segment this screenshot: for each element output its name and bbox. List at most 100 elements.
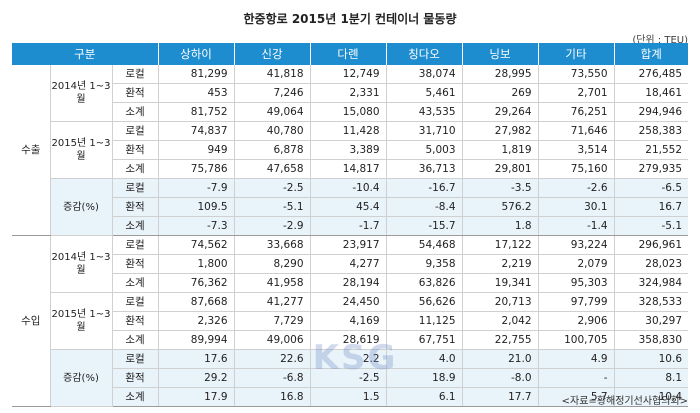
table-header-row: 구분 상하이 신강 다롄 칭다오 닝보 기타 합계: [12, 43, 689, 65]
value-cell: 100,705: [538, 330, 615, 350]
page-title: 한중항로 2015년 1분기 컨테이너 물동량: [243, 12, 457, 26]
value-cell: 279,935: [614, 159, 689, 179]
row-item-label: 소계: [112, 102, 159, 122]
value-cell: 2,331: [310, 83, 387, 103]
value-cell: 258,383: [614, 121, 689, 141]
table-row: 환적 949 6,878 3,389 5,003 1,819 3,514 21,552: [12, 140, 689, 160]
value-cell: 28,023: [614, 254, 689, 274]
value-cell: -8.0: [462, 368, 539, 388]
value-cell: -1.7: [310, 216, 387, 236]
value-cell: 56,626: [386, 292, 463, 312]
table-row: 소계 75,786 47,658 14,817 36,713 29,801 75,160 27…: [12, 159, 689, 179]
value-cell: 10.6: [614, 349, 689, 369]
value-cell: 11,428: [310, 121, 387, 141]
value-cell: 2,042: [462, 311, 539, 331]
row-item-label: 로컬: [112, 292, 159, 312]
value-cell: 16.8: [234, 387, 311, 407]
value-cell: 15,080: [310, 102, 387, 122]
value-cell: -3.5: [462, 178, 539, 198]
table-body: 수출 2014년 1~3월 로컬 81,299 41,818 12,749 38,074 28…: [12, 65, 689, 407]
value-cell: 63,826: [386, 273, 463, 293]
value-cell: 1.8: [462, 216, 539, 236]
value-cell: 4,169: [310, 311, 387, 331]
value-cell: 30.1: [538, 197, 615, 217]
row-item-label: 로컬: [112, 178, 159, 198]
value-cell: 73,550: [538, 65, 615, 84]
value-cell: 8,290: [234, 254, 311, 274]
value-cell: 29.2: [158, 368, 235, 388]
value-cell: 18.9: [386, 368, 463, 388]
value-cell: 269: [462, 83, 539, 103]
value-cell: 9,358: [386, 254, 463, 274]
value-cell: -6.5: [614, 178, 689, 198]
value-cell: 1.5: [310, 387, 387, 407]
unit-label: (단위 : TEU): [632, 35, 688, 46]
value-cell: 76,251: [538, 102, 615, 122]
value-cell: 27,982: [462, 121, 539, 141]
value-cell: -: [538, 368, 615, 388]
header-xingang: 신강: [234, 43, 311, 65]
container-volume-table: 구분 상하이 신강 다롄 칭다오 닝보 기타 합계 수출 2014년 1~3월 로컬…: [12, 43, 689, 407]
value-cell: 328,533: [614, 292, 689, 312]
row-item-label: 환적: [112, 197, 159, 217]
value-cell: -10.4: [310, 178, 387, 198]
value-cell: 453: [158, 83, 235, 103]
value-cell: 20,713: [462, 292, 539, 312]
value-cell: 24,450: [310, 292, 387, 312]
period-label: 2015년 1~3월: [50, 292, 113, 350]
source-note: <자료=황해정기선사협의회>: [561, 396, 688, 407]
value-cell: 41,958: [234, 273, 311, 293]
value-cell: 296,961: [614, 235, 689, 255]
value-cell: 54,468: [386, 235, 463, 255]
value-cell: 93,224: [538, 235, 615, 255]
value-cell: 6,878: [234, 140, 311, 160]
value-cell: 43,535: [386, 102, 463, 122]
value-cell: 74,837: [158, 121, 235, 141]
value-cell: 14,817: [310, 159, 387, 179]
value-cell: 71,646: [538, 121, 615, 141]
value-cell: 16.7: [614, 197, 689, 217]
value-cell: 18,461: [614, 83, 689, 103]
value-cell: 45.4: [310, 197, 387, 217]
value-cell: -5.1: [614, 216, 689, 236]
period-label: 2014년 1~3월: [50, 235, 113, 293]
value-cell: 5.7: [538, 387, 615, 407]
table-row: 소계 81,752 49,064 15,080 43,535 29,264 76,251 29…: [12, 102, 689, 122]
value-cell: 33,668: [234, 235, 311, 255]
row-item-label: 소계: [112, 216, 159, 236]
value-cell: 17.6: [158, 349, 235, 369]
value-cell: -7.3: [158, 216, 235, 236]
table-row: 소계 -7.3 -2.9 -1.7 -15.7 1.8 -1.4 -5.1: [12, 216, 689, 236]
table-row: 환적 453 7,246 2,331 5,461 269 2,701 18,461: [12, 83, 689, 103]
value-cell: 41,277: [234, 292, 311, 312]
value-cell: -2.5: [310, 368, 387, 388]
period-label: 2014년 1~3월: [50, 65, 113, 122]
row-item-label: 소계: [112, 330, 159, 350]
value-cell: 949: [158, 140, 235, 160]
value-cell: 6.1: [386, 387, 463, 407]
value-cell: 76,362: [158, 273, 235, 293]
value-cell: 21,552: [614, 140, 689, 160]
value-cell: 2,079: [538, 254, 615, 274]
table-row: 수출 2014년 1~3월 로컬 81,299 41,818 12,749 38,074 28…: [12, 65, 689, 236]
value-cell: 23,917: [310, 235, 387, 255]
value-cell: 4.0: [386, 349, 463, 369]
value-cell: 10.4: [614, 387, 689, 407]
value-cell: -15.7: [386, 216, 463, 236]
value-cell: 22.6: [234, 349, 311, 369]
value-cell: -5.1: [234, 197, 311, 217]
value-cell: 276,485: [614, 65, 689, 84]
value-cell: 7,246: [234, 83, 311, 103]
value-cell: 2,326: [158, 311, 235, 331]
value-cell: 74,562: [158, 235, 235, 255]
table-row: 환적 109.5 -5.1 45.4 -8.4 576.2 30.1 16.7: [12, 197, 689, 217]
row-item-label: 로컬: [112, 235, 159, 255]
value-cell: 8.1: [614, 368, 689, 388]
value-cell: 97,799: [538, 292, 615, 312]
value-cell: 41,818: [234, 65, 311, 84]
value-cell: -2.5: [234, 178, 311, 198]
value-cell: 1,819: [462, 140, 539, 160]
value-cell: 38,074: [386, 65, 463, 84]
row-item-label: 로컬: [112, 65, 159, 84]
value-cell: 87,668: [158, 292, 235, 312]
